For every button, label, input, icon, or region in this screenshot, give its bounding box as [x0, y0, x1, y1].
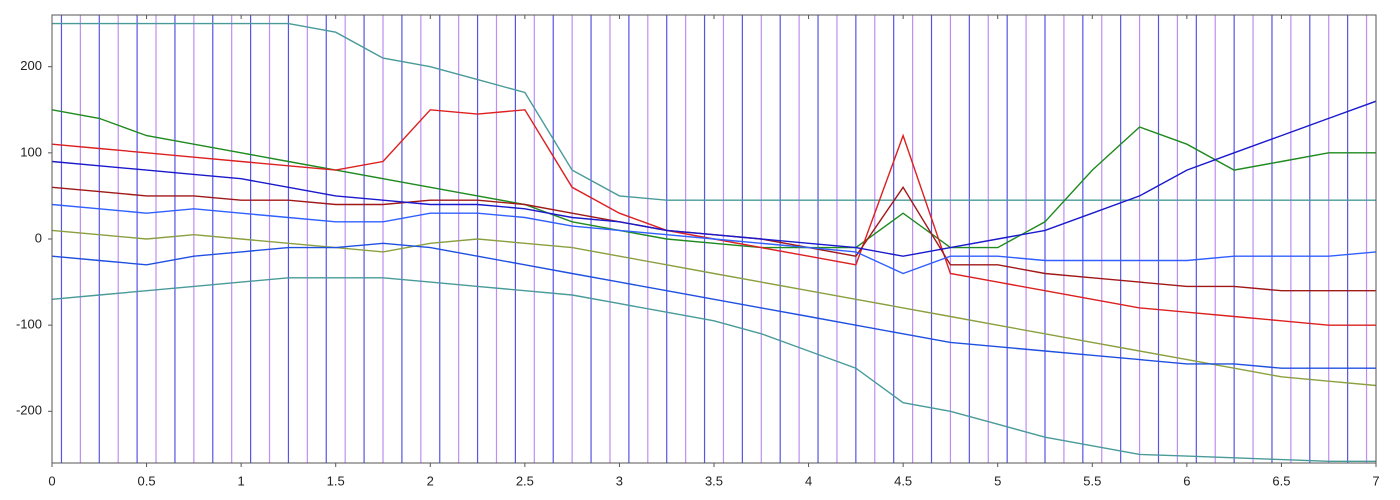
x-tick-label: 7 [1372, 473, 1379, 488]
x-tick-label: 6 [1183, 473, 1190, 488]
x-tick-label: 0 [48, 473, 55, 488]
y-tick-label: -100 [16, 317, 42, 332]
trace [52, 242, 1376, 369]
x-tick-label: 5.5 [1083, 473, 1101, 488]
x-tick-label: 6.5 [1272, 473, 1290, 488]
x-tick-label: 2 [427, 473, 434, 488]
plot-area [52, 15, 1376, 463]
x-tick-label: 5 [994, 473, 1001, 488]
trace [52, 109, 1376, 249]
trace [52, 203, 1376, 275]
y-tick-label: -200 [16, 403, 42, 418]
x-tick-label: 4 [805, 473, 812, 488]
y-tick-label: 200 [20, 58, 42, 73]
trace [52, 100, 1376, 257]
x-tick-label: 3.5 [705, 473, 723, 488]
trace [52, 22, 1376, 201]
trace [52, 277, 1376, 462]
x-tick-label: 3 [616, 473, 623, 488]
trace [52, 229, 1376, 387]
x-tick-label: 4.5 [894, 473, 912, 488]
x-tick-label: 0.5 [138, 473, 156, 488]
x-tick-label: 1 [238, 473, 245, 488]
y-tick-label: 100 [20, 144, 42, 159]
x-tick-label: 2.5 [516, 473, 534, 488]
x-tick-label: 1.5 [327, 473, 345, 488]
y-tick-label: 0 [35, 230, 42, 245]
